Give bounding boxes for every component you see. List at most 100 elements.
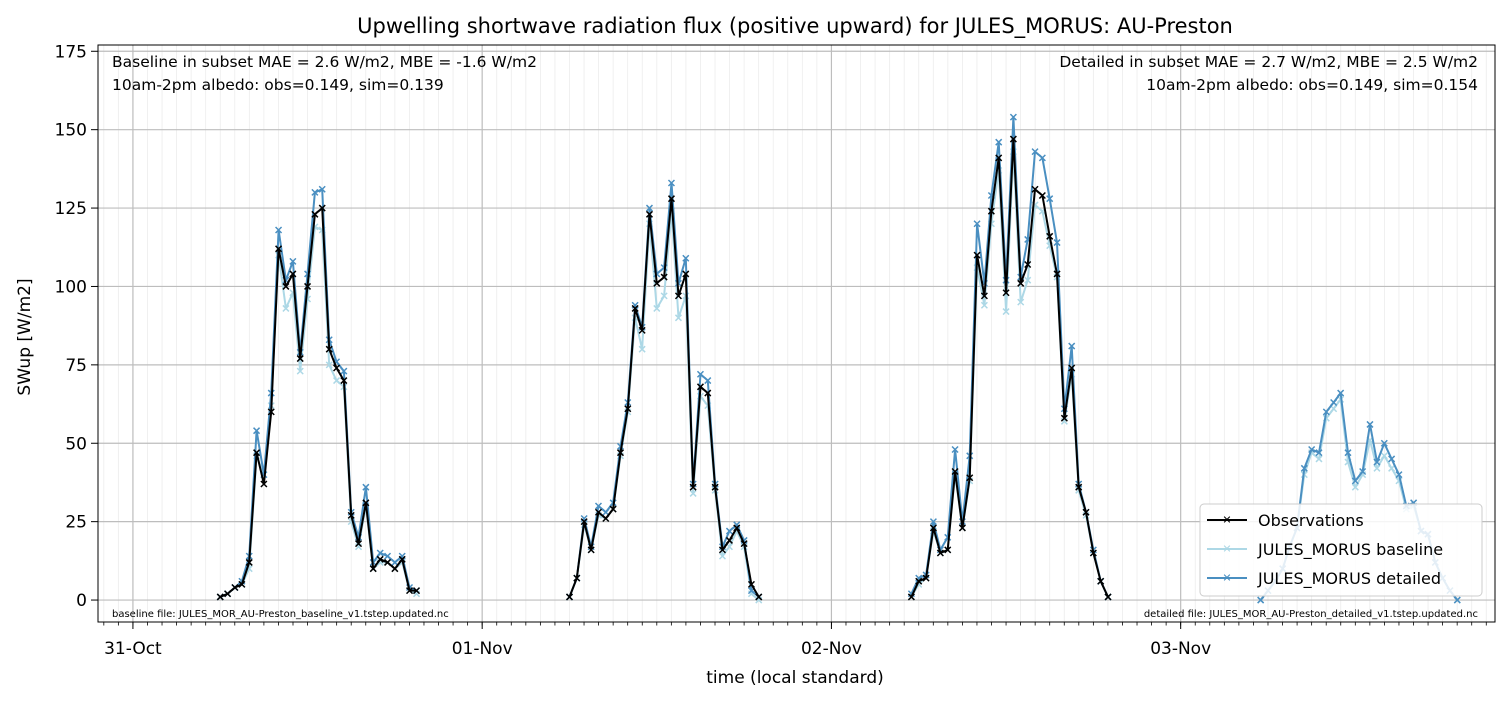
data-point-marker xyxy=(718,546,726,554)
x-axis-label: time (local standard) xyxy=(706,668,884,688)
data-point-marker xyxy=(631,304,639,312)
data-point-marker xyxy=(1053,239,1061,247)
data-point-marker xyxy=(1257,596,1265,604)
data-point-marker xyxy=(1031,185,1039,193)
data-point-marker xyxy=(325,361,333,369)
data-point-marker xyxy=(289,270,297,278)
data-point-marker xyxy=(711,483,719,491)
data-point-marker xyxy=(602,514,610,523)
data-point-marker xyxy=(1082,508,1090,516)
data-point-marker xyxy=(362,483,370,491)
data-point-marker xyxy=(1351,483,1359,491)
data-point-marker xyxy=(638,345,646,353)
data-point-marker xyxy=(1024,276,1032,284)
data-point-marker xyxy=(929,524,937,532)
data-point-marker xyxy=(674,292,682,300)
data-point-marker xyxy=(755,593,763,601)
data-point-marker xyxy=(951,445,959,454)
data-point-marker xyxy=(267,408,275,416)
data-point-marker xyxy=(682,254,690,262)
data-point-marker xyxy=(733,524,741,532)
data-point-marker xyxy=(340,367,348,375)
data-point-marker xyxy=(1038,191,1046,200)
data-point-marker xyxy=(1009,113,1017,121)
data-point-marker xyxy=(704,377,712,385)
data-point-marker xyxy=(1104,593,1112,601)
data-point-marker xyxy=(1330,405,1338,413)
y-tick-label: 75 xyxy=(65,356,87,376)
data-point-marker xyxy=(609,505,617,513)
data-point-marker xyxy=(587,546,595,554)
data-point-marker xyxy=(1344,449,1352,457)
data-point-marker xyxy=(966,474,974,482)
data-point-marker xyxy=(1031,148,1039,156)
data-point-marker xyxy=(383,558,392,566)
data-point-marker xyxy=(216,593,224,601)
data-point-marker xyxy=(376,549,384,557)
data-point-marker xyxy=(1060,414,1068,422)
baseline-albedo-line2: 10am-2pm albedo: obs=0.149, sim=0.139 xyxy=(112,76,444,94)
data-point-marker xyxy=(1053,270,1061,278)
data-point-marker xyxy=(696,383,704,391)
data-point-marker xyxy=(245,558,253,566)
y-tick-label: 175 xyxy=(55,42,87,62)
data-point-marker xyxy=(660,273,668,281)
data-point-marker xyxy=(1388,464,1396,472)
x-tick-label: 01-Nov xyxy=(452,639,513,659)
data-point-marker xyxy=(929,518,937,526)
data-point-marker xyxy=(224,590,232,598)
data-point-marker xyxy=(362,499,370,507)
data-point-marker xyxy=(369,565,377,573)
x-tick-label: 02-Nov xyxy=(801,639,862,659)
data-point-marker xyxy=(616,449,625,457)
data-point-marker xyxy=(638,326,646,334)
data-point-marker xyxy=(915,577,923,585)
data-point-marker xyxy=(391,565,399,573)
data-point-marker xyxy=(1068,342,1076,350)
data-point-marker xyxy=(980,301,988,309)
data-point-marker xyxy=(231,583,239,592)
data-point-marker xyxy=(325,345,333,353)
data-point-marker xyxy=(1337,389,1345,397)
data-point-marker xyxy=(602,508,610,516)
data-point-marker xyxy=(682,270,690,278)
data-point-marker xyxy=(951,467,959,476)
y-tick-label: 0 xyxy=(76,591,87,611)
legend-marker-detailed: ✕ xyxy=(1222,572,1231,585)
data-point-marker xyxy=(1038,154,1046,162)
data-point-marker xyxy=(1330,398,1338,407)
data-point-marker xyxy=(1380,439,1388,447)
baseline-metrics-line1: Baseline in subset MAE = 2.6 W/m2, MBE =… xyxy=(112,53,537,71)
data-point-marker xyxy=(1075,483,1083,491)
data-point-marker xyxy=(376,555,384,563)
data-point-marker xyxy=(645,204,653,212)
data-point-marker xyxy=(704,389,712,397)
grid xyxy=(98,45,1495,622)
data-point-marker xyxy=(1068,364,1076,372)
data-point-marker xyxy=(1373,464,1381,472)
data-point-marker xyxy=(667,195,675,203)
data-point-marker xyxy=(1009,135,1017,143)
legend-label-baseline: JULES_MORUS baseline xyxy=(1257,540,1443,560)
data-point-marker xyxy=(1002,289,1010,297)
data-point-marker xyxy=(391,558,399,566)
data-point-marker xyxy=(936,549,944,557)
chart-title: Upwelling shortwave radiation flux (posi… xyxy=(357,14,1233,39)
data-point-marker xyxy=(973,251,981,259)
data-point-marker xyxy=(573,574,581,582)
data-point-marker xyxy=(1315,449,1323,457)
data-point-marker xyxy=(1089,549,1097,557)
data-point-marker xyxy=(660,292,668,300)
data-point-marker xyxy=(282,282,290,290)
y-tick-label: 100 xyxy=(55,277,87,297)
data-point-marker xyxy=(995,138,1003,146)
data-point-marker xyxy=(594,502,603,510)
legend-marker-baseline: ✕ xyxy=(1222,543,1231,556)
data-point-marker xyxy=(565,593,574,601)
y-tick-label: 50 xyxy=(65,434,87,454)
data-point-marker xyxy=(406,587,414,595)
data-point-marker xyxy=(674,314,682,322)
data-point-marker xyxy=(296,355,304,363)
data-point-marker xyxy=(1024,260,1032,269)
